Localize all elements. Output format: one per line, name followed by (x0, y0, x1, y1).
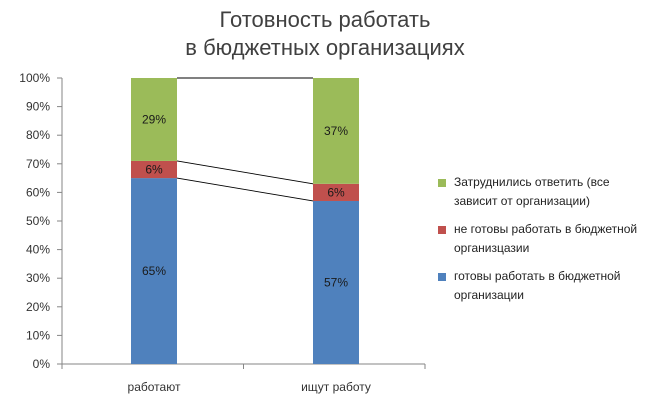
series-line (176, 160, 314, 185)
legend-item: Затруднились ответить (все зависит от ор… (438, 173, 648, 211)
legend-label: Затруднились ответить (все зависит от ор… (454, 175, 610, 208)
y-tick-label: 20% (26, 300, 50, 314)
y-tick-label: 90% (26, 100, 50, 114)
legend-label: готовы работать в бюджетной организации (454, 269, 621, 302)
chart-title-line-1: Готовность работать (219, 7, 431, 32)
data-label: 29% (142, 112, 166, 126)
bar-segment (131, 78, 177, 161)
chart-legend: Затруднились ответить (все зависит от ор… (438, 173, 648, 314)
chart-title-line-2: в бюджетных организациях (185, 35, 465, 60)
legend-label: не готовы работать в бюджетной организца… (454, 222, 638, 255)
bar-segment (131, 160, 177, 179)
y-tick-label: 30% (26, 271, 50, 285)
bar-segment (313, 78, 359, 184)
legend-item: готовы работать в бюджетной организации (438, 267, 648, 305)
y-tick-label: 0% (33, 357, 51, 371)
chart-title: Готовность работать в бюджетных организа… (0, 6, 650, 62)
y-tick-label: 100% (19, 71, 50, 85)
data-label: 37% (324, 124, 348, 138)
data-label: 6% (145, 163, 163, 177)
x-category-label: работают (128, 380, 181, 394)
x-category-label: ищут работу (301, 380, 371, 394)
bar-segment (131, 178, 177, 364)
data-label: 6% (327, 185, 345, 199)
data-label: 65% (142, 264, 166, 278)
y-tick-label: 80% (26, 128, 50, 142)
y-tick-label: 50% (26, 214, 50, 228)
data-label: 57% (324, 275, 348, 289)
legend-swatch (438, 179, 446, 187)
y-tick-label: 70% (26, 157, 50, 171)
legend-swatch (438, 226, 446, 234)
bar-segment (313, 200, 359, 364)
bar-segment (313, 183, 359, 201)
y-tick-label: 10% (26, 328, 50, 342)
legend-swatch (438, 273, 446, 281)
series-line (176, 177, 314, 202)
y-tick-label: 40% (26, 243, 50, 257)
legend-item: не готовы работать в бюджетной организца… (438, 220, 648, 258)
y-tick-label: 60% (26, 185, 50, 199)
